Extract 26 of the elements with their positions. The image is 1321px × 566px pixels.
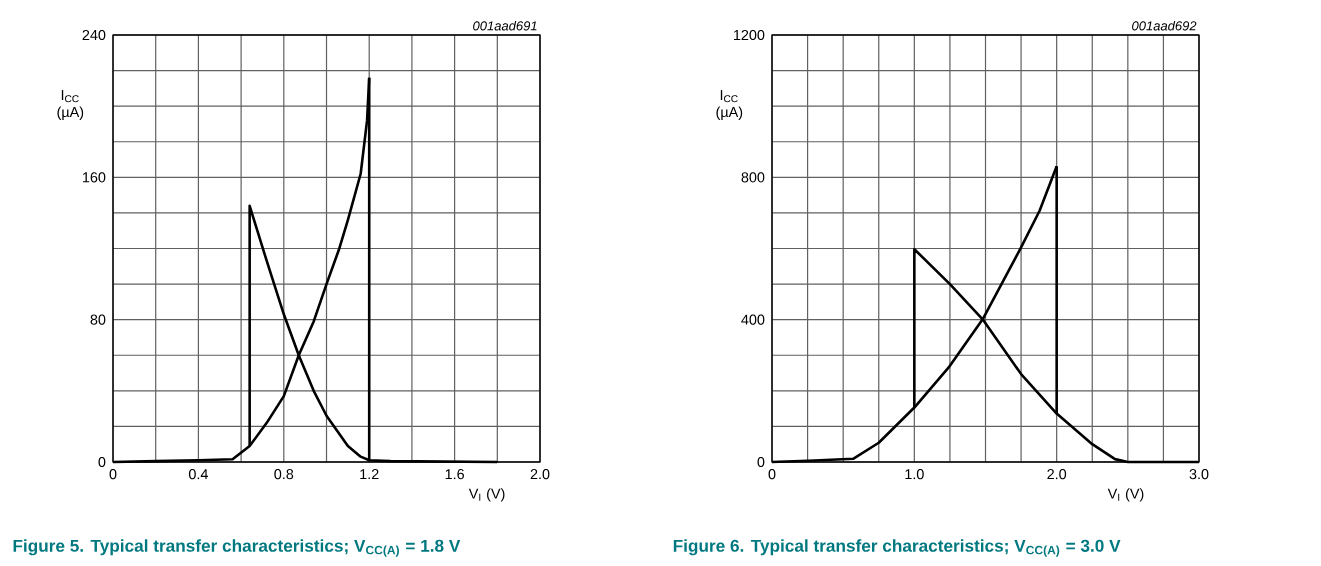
x-tick-label: 0	[109, 469, 117, 480]
text: 001aad691	[473, 20, 537, 31]
y-tick-label: 800	[741, 172, 765, 183]
y-tick-label: 1200	[734, 29, 765, 41]
text: Figure 5. Typical transfer characteristics; V$_{CC(A)}$ = 1.8 V	[13, 539, 461, 557]
text: 001aad692	[1132, 20, 1197, 31]
y-tick-label: 0	[98, 456, 106, 468]
y-tick-label: 160	[83, 172, 106, 183]
x-tick-label: 2.0	[1047, 469, 1067, 480]
x-tick-label: 0	[768, 469, 776, 480]
text: Figure 6. Typical transfer characteristics; V$_{CC(A)}$ = 3.0 V	[673, 539, 1121, 557]
x-tick-label: 2.0	[530, 469, 550, 480]
y-tick-label: 240	[82, 29, 106, 41]
x-tick-label: 0.4	[188, 469, 208, 480]
x-tick-label: 1.2	[360, 469, 379, 480]
y-tick-label: 0	[757, 456, 765, 468]
x-tick-label: 1.6	[445, 469, 464, 480]
y-tick-label: 80	[90, 314, 106, 325]
x-axis-title: V$_{I}$ (V)	[468, 488, 505, 502]
y-axis-title: I$_{CC}$ (µA)	[57, 90, 84, 120]
x-tick-label: 0.8	[274, 469, 294, 480]
y-tick-label: 400	[741, 314, 765, 325]
y-axis-title: I$_{CC}$ (µA)	[716, 90, 743, 120]
x-axis-title: V$_{I}$ (V)	[1107, 488, 1144, 502]
x-tick-label: 1.0	[905, 469, 924, 480]
x-tick-label: 3.0	[1189, 469, 1209, 480]
